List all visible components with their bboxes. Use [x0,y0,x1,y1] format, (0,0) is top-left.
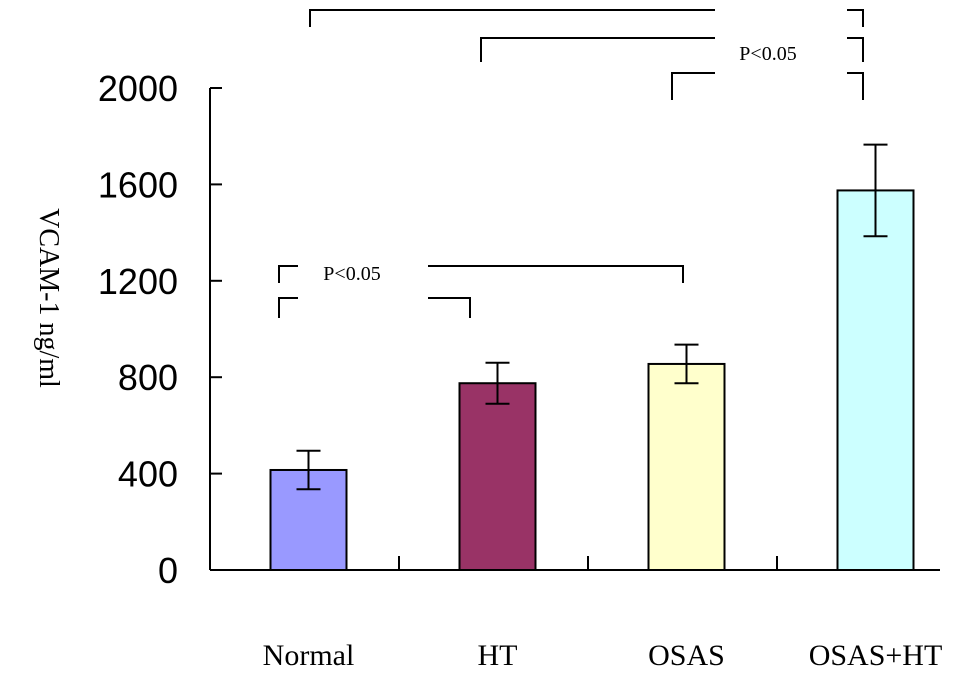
y-tick-label: 1200 [98,261,178,302]
x-tick-label: HT [478,639,518,672]
x-tick-label: OSAS [648,639,725,672]
x-tick-label: Normal [263,639,355,672]
y-tick-label: 800 [118,357,178,398]
error-bar [485,361,510,405]
x-tick-label: OSAS+HT [809,639,943,672]
y-tick-label: 1600 [98,164,178,205]
bar [647,362,726,571]
bars [269,143,915,572]
lower-p-value: P<0.05 [323,263,380,285]
y-axis-label: VCAM-1 ng/ml [33,208,64,388]
bar [458,382,537,571]
y-tick-label: 400 [118,454,178,495]
upper-significance-brackets: P<0.05 [309,9,864,100]
error-bar [296,449,321,491]
upper-p-value: P<0.05 [739,43,796,65]
bar [836,189,915,572]
y-tick-label: 0 [158,550,178,591]
y-tick-label: 2000 [98,68,178,109]
axis-ticks [210,87,778,571]
tick-labels: 0 400 800 1200 1600 2000 Normal HT OSAS OSAS+HT [98,68,942,672]
error-bar [674,343,699,385]
error-bar [863,143,888,238]
lower-significance-brackets: P<0.05 [278,263,684,318]
